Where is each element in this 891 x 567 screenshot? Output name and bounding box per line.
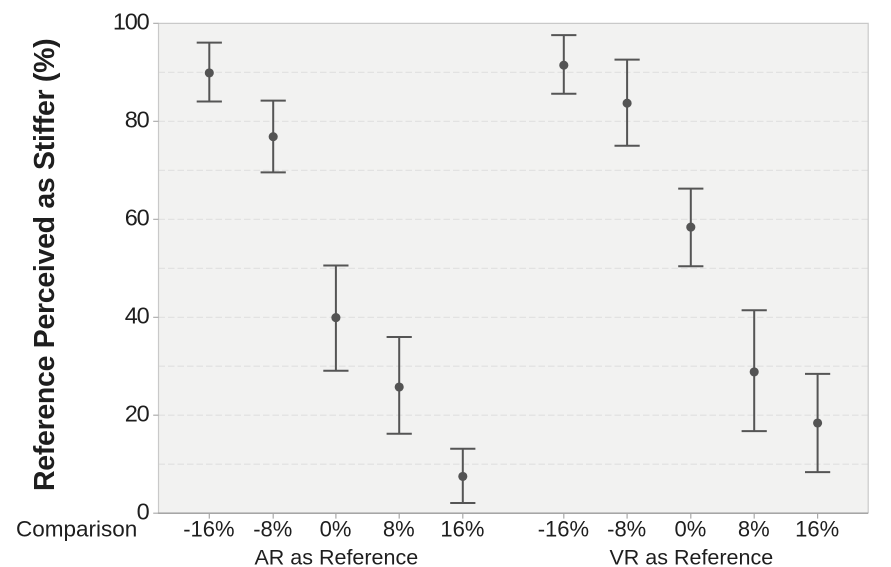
svg-text:-8%: -8% bbox=[607, 517, 646, 542]
svg-text:Comparison: Comparison bbox=[16, 517, 137, 542]
svg-text:-16%: -16% bbox=[183, 517, 234, 542]
svg-text:0%: 0% bbox=[320, 517, 352, 542]
svg-text:0: 0 bbox=[137, 499, 150, 525]
svg-text:8%: 8% bbox=[738, 517, 770, 542]
svg-text:100: 100 bbox=[113, 9, 150, 35]
svg-text:20: 20 bbox=[125, 401, 150, 427]
svg-text:-8%: -8% bbox=[253, 517, 292, 542]
svg-text:AR as Reference: AR as Reference bbox=[254, 546, 418, 567]
svg-text:80: 80 bbox=[125, 107, 150, 133]
svg-text:VR as Reference: VR as Reference bbox=[609, 546, 773, 567]
svg-text:Reference Perceived as Stiffer: Reference Perceived as Stiffer (%) bbox=[29, 39, 61, 491]
svg-text:16%: 16% bbox=[440, 517, 484, 542]
svg-text:-16%: -16% bbox=[538, 517, 589, 542]
svg-text:16%: 16% bbox=[795, 517, 839, 542]
svg-text:0%: 0% bbox=[675, 517, 707, 542]
svg-text:60: 60 bbox=[125, 205, 150, 231]
svg-text:40: 40 bbox=[125, 303, 150, 329]
svg-text:8%: 8% bbox=[383, 517, 415, 542]
